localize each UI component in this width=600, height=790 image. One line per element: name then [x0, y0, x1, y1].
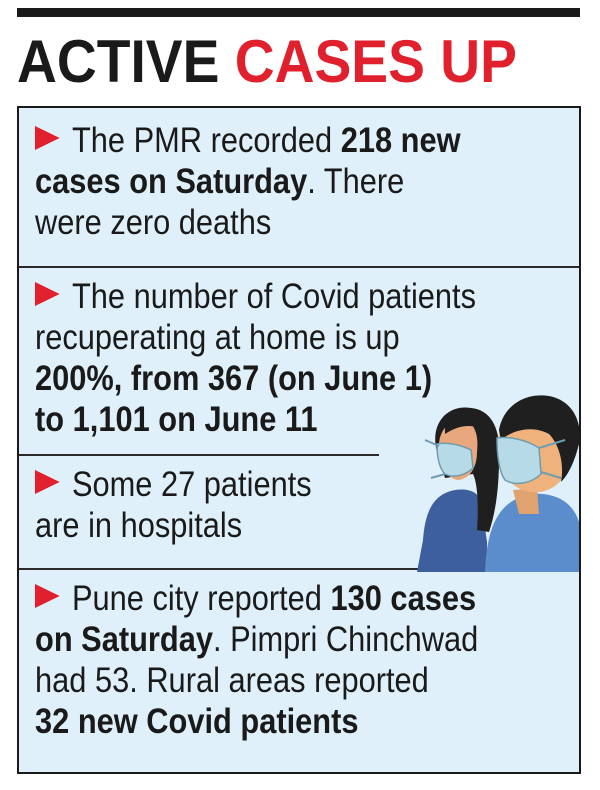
- divider-2: [19, 454, 379, 456]
- bullet-line: Pune city reported 130 cases: [35, 578, 478, 619]
- infographic: ACTIVE CASES UP The PMR recorded 218 new…: [17, 8, 581, 774]
- masked-people-illustration: [417, 395, 579, 572]
- bullet-line: cases on Saturday. There: [35, 161, 461, 202]
- divider-3: [19, 568, 579, 570]
- bullet-line: are in hospitals: [35, 505, 312, 546]
- arrow-bullet-icon: [35, 470, 60, 494]
- headline: ACTIVE CASES UP: [17, 24, 535, 100]
- body-text: . There: [307, 162, 405, 201]
- top-rule: [17, 8, 580, 17]
- body-text: were zero deaths: [35, 203, 272, 242]
- bold-text: 218 new: [340, 121, 461, 160]
- content-panel: The PMR recorded 218 new cases on Saturda…: [17, 106, 581, 774]
- bullet-line: The PMR recorded 218 new: [35, 120, 461, 161]
- bold-text: 200%, from 367 (on June 1): [35, 359, 433, 398]
- arrow-bullet-icon: [35, 282, 60, 306]
- body-text: Pune city reported: [71, 579, 331, 618]
- body-text: The PMR recorded: [71, 121, 341, 160]
- body-text: recuperating at home is up: [35, 318, 400, 357]
- bullet-line: on Saturday. Pimpri Chinchwad: [35, 619, 478, 660]
- bold-text: 32 new Covid patients: [35, 702, 359, 741]
- headline-part-2: CASES UP: [234, 28, 517, 95]
- bullet-item-3: Some 27 patients are in hospitals: [35, 464, 312, 546]
- bullet-line: to 1,101 on June 11: [35, 399, 476, 440]
- bullet-line: The number of Covid patients: [35, 276, 476, 317]
- body-text: had 53. Rural areas reported: [35, 661, 429, 700]
- bullet-line: had 53. Rural areas reported: [35, 660, 478, 701]
- bold-text: cases on Saturday: [35, 162, 308, 201]
- body-text: are in hospitals: [35, 506, 243, 545]
- bullet-item-4: Pune city reported 130 cases on Saturday.…: [35, 578, 478, 742]
- bullet-item-1: The PMR recorded 218 new cases on Saturda…: [35, 120, 461, 243]
- bold-text: on Saturday: [35, 620, 213, 659]
- bold-text: to 1,101 on June 11: [35, 400, 318, 439]
- bullet-line: 32 new Covid patients: [35, 701, 478, 742]
- headline-part-1: ACTIVE: [17, 28, 220, 95]
- body-text: The number of Covid patients: [71, 277, 477, 316]
- bullet-line: Some 27 patients: [35, 464, 312, 505]
- bold-text: 130 cases: [330, 579, 477, 618]
- bullet-line: recuperating at home is up: [35, 317, 476, 358]
- arrow-bullet-icon: [35, 126, 60, 150]
- body-text: Some 27 patients: [71, 465, 312, 504]
- divider-1: [19, 266, 579, 268]
- arrow-bullet-icon: [35, 584, 60, 608]
- bullet-line: were zero deaths: [35, 202, 461, 243]
- bullet-item-2: The number of Covid patients recuperating…: [35, 276, 476, 440]
- bullet-line: 200%, from 367 (on June 1): [35, 358, 476, 399]
- body-text: . Pimpri Chinchwad: [212, 620, 479, 659]
